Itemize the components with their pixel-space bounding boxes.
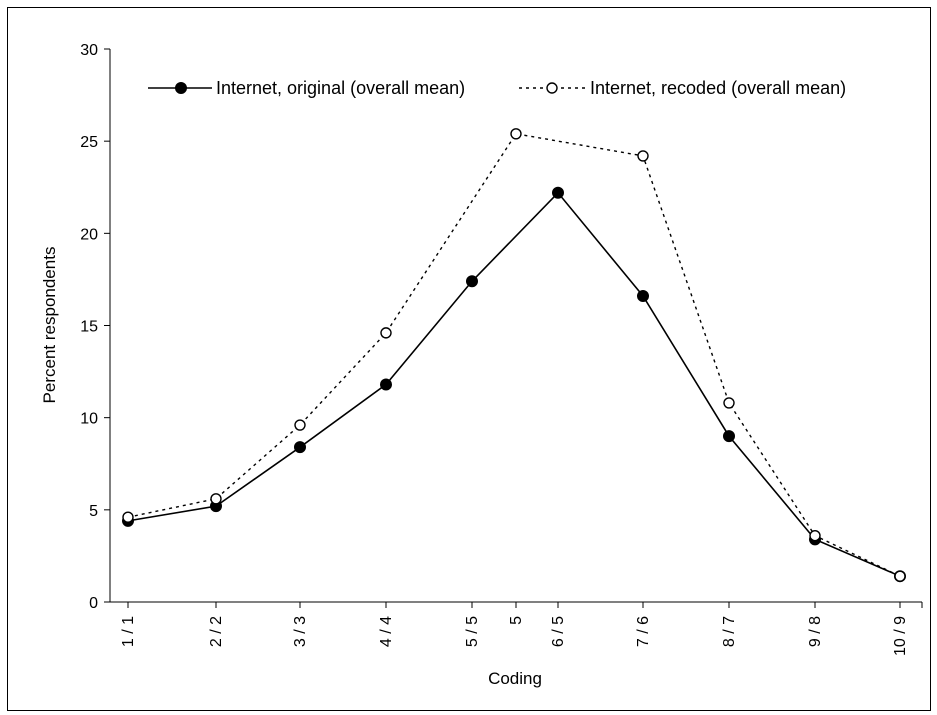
y-axis-title: Percent respondents xyxy=(40,247,59,404)
data-point-original xyxy=(723,430,735,443)
y-tick-label: 5 xyxy=(89,503,98,520)
data-point-recoded xyxy=(210,493,222,505)
data-point-recoded xyxy=(122,511,134,523)
x-tick-label: 10 / 9 xyxy=(892,616,909,656)
y-tick-label: 30 xyxy=(80,42,98,59)
x-tick-label: 6 / 5 xyxy=(550,616,567,647)
series-layer xyxy=(122,128,906,583)
axes: 0 5 10 15 20 25 30 1 / 1 2 / 2 3 / 3 4 / 4 5 / 5 5 6 … xyxy=(80,42,923,656)
data-point-recoded xyxy=(894,570,906,582)
x-axis-title: Coding xyxy=(488,669,542,688)
data-point-original xyxy=(466,275,478,288)
data-point-recoded xyxy=(809,529,821,542)
data-point-original xyxy=(294,441,306,454)
data-point-recoded xyxy=(380,327,392,339)
series-line-original xyxy=(127,191,901,577)
x-tick-label: 4 / 4 xyxy=(378,616,395,647)
chart-border xyxy=(7,7,931,711)
x-tick-label: 5 / 5 xyxy=(464,616,481,647)
series-line-recoded xyxy=(127,133,901,577)
y-tick-label: 15 xyxy=(80,319,98,336)
y-tick-label: 10 xyxy=(80,411,98,428)
data-point-recoded xyxy=(510,128,522,140)
x-tick-label: 1 / 1 xyxy=(120,616,137,647)
legend-label-recoded: Internet, recoded (overall mean) xyxy=(590,78,846,98)
x-tick-label: 8 / 7 xyxy=(721,616,738,647)
x-tick-label: 2 / 2 xyxy=(208,616,225,647)
data-point-original xyxy=(552,186,564,199)
y-tick-label: 20 xyxy=(80,226,98,243)
x-tick-label: 3 / 3 xyxy=(292,616,309,647)
y-tick-label: 25 xyxy=(80,134,98,151)
x-tick-label: 5 xyxy=(508,616,525,625)
data-point-recoded xyxy=(723,397,735,409)
legend-marker-recoded xyxy=(546,82,558,94)
data-point-recoded xyxy=(294,419,306,431)
data-point-original xyxy=(380,378,392,391)
legend-marker-original xyxy=(175,82,187,94)
legend: Internet, original (overall mean) Intern… xyxy=(148,78,846,98)
legend-label-original: Internet, original (overall mean) xyxy=(216,78,465,98)
x-tick-label: 7 / 6 xyxy=(635,616,652,647)
data-point-original xyxy=(637,290,649,303)
y-tick-label: 0 xyxy=(89,595,98,612)
data-point-recoded xyxy=(637,150,649,162)
x-tick-label: 9 / 8 xyxy=(807,616,824,647)
